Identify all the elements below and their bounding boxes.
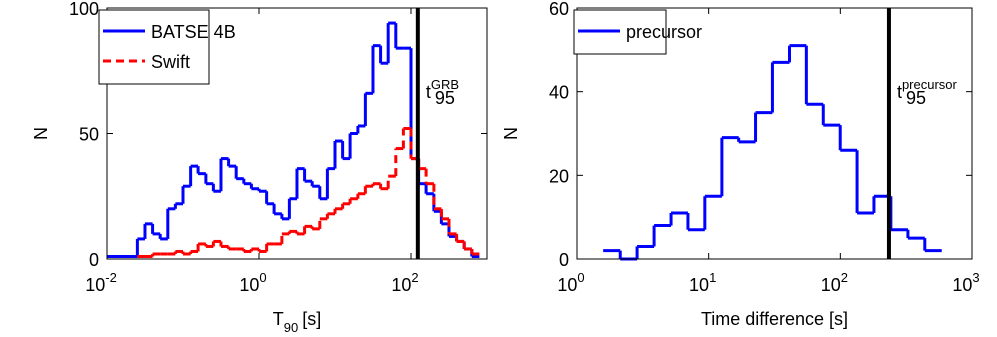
y-tick-label: 0: [559, 250, 569, 270]
x-label-main: T: [273, 309, 284, 329]
legend-label: Swift: [151, 52, 190, 72]
legend-box: [98, 9, 210, 85]
y-tick-label: 60: [549, 0, 569, 19]
annotation-sup: precursor: [902, 77, 958, 92]
annotation-sub: 95: [906, 88, 926, 108]
x-tick-base: 10: [952, 275, 972, 295]
x-tick-label: 101: [689, 270, 716, 295]
x-tick-base: 10: [239, 275, 259, 295]
x-label-sub: 90: [284, 320, 298, 335]
y-tick-label: 20: [549, 166, 569, 186]
annotation-sub: 95: [435, 88, 455, 108]
x-tick-base: 10: [85, 275, 105, 295]
annotation-base: t: [897, 82, 902, 102]
x-tick-exponent: 0: [259, 270, 266, 285]
x-tick-label: 100: [239, 270, 266, 295]
y-tick-label: 50: [79, 125, 99, 145]
x-tick-label: 102: [391, 270, 418, 295]
x-tick-base: 10: [391, 275, 411, 295]
x-tick-exponent: 2: [841, 270, 848, 285]
x-axis-label: Time difference [s]: [701, 309, 848, 329]
axes-frame: [576, 7, 973, 260]
annotation: tGRB: [426, 77, 459, 102]
x-tick-label: 103: [952, 270, 979, 295]
y-axis-label: N: [501, 127, 521, 140]
x-tick-exponent: 2: [411, 270, 418, 285]
x-tick-label: 102: [821, 270, 848, 295]
y-tick-label: 100: [69, 0, 99, 19]
annotation-sup: GRB: [431, 77, 459, 92]
x-tick-exponent: 0: [577, 270, 584, 285]
x-tick-exponent: 1: [709, 270, 716, 285]
x-tick-base: 10: [821, 275, 841, 295]
x-axis-label: T90 [s]: [273, 309, 321, 335]
x-tick-label: 10-2: [85, 270, 117, 295]
y-axis-label: N: [31, 127, 51, 140]
x-tick-base: 10: [689, 275, 709, 295]
y-tick-label: 0: [89, 250, 99, 270]
y-tick-label: 40: [549, 83, 569, 103]
x-tick-exponent: -2: [105, 270, 117, 285]
legend-label: BATSE 4B: [151, 22, 236, 42]
axes-frame: [106, 7, 488, 260]
legend-label: precursor: [626, 22, 702, 42]
x-label-rest: [s]: [302, 309, 321, 329]
x-label-main: Time difference [s]: [701, 309, 848, 329]
annotation-base: t: [426, 82, 431, 102]
x-tick-exponent: 3: [972, 270, 979, 285]
x-tick-base: 10: [557, 275, 577, 295]
annotation: tprecursor: [897, 77, 958, 102]
x-tick-label: 100: [557, 270, 584, 295]
